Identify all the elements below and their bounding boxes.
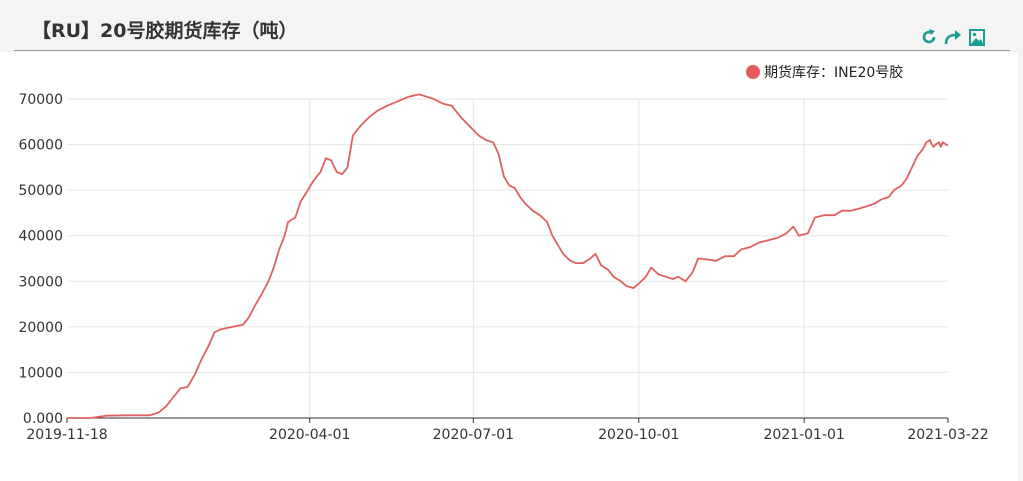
header-divider [14, 50, 1010, 51]
y-tick-label: 40000 [18, 229, 63, 245]
chart-title: 【RU】20号胶期货库存（吨） [32, 20, 298, 42]
x-tick-label: 2021-03-22 [907, 427, 988, 443]
x-tick-label: 2020-04-01 [269, 427, 350, 443]
y-tick-label: 20000 [18, 320, 63, 336]
x-tick-label: 2021-01-01 [763, 427, 844, 443]
legend-label: 期货库存：INE20号胶 [764, 64, 903, 81]
x-tick-label: 2020-07-01 [433, 427, 514, 443]
y-tick-label: 60000 [18, 138, 63, 154]
share-icon[interactable] [943, 27, 963, 47]
grid-lines [67, 98, 948, 419]
refresh-icon[interactable] [919, 27, 939, 47]
x-tick-label: 2020-10-01 [598, 427, 679, 443]
series-layer [67, 93, 949, 419]
chart-toolbox [919, 27, 989, 49]
legend[interactable]: 期货库存：INE20号胶 [746, 64, 903, 81]
axes: 0.000 10000 20000 30000 40000 50000 60000 70000… [18, 92, 988, 443]
line-chart: 0.000 10000 20000 30000 40000 50000 60000 70000… [18, 64, 988, 443]
image-download-icon[interactable] [967, 27, 987, 47]
y-tick-label: 30000 [18, 274, 63, 290]
legend-marker [746, 65, 760, 79]
x-tick-label: 2019-11-18 [26, 427, 107, 443]
chart-header: 【RU】20号胶期货库存（吨） [0, 0, 1018, 52]
y-tick-label: 50000 [18, 183, 63, 199]
series-line[interactable] [67, 93, 949, 419]
y-tick-label: 70000 [18, 92, 63, 108]
y-tick-label: 10000 [18, 365, 63, 381]
y-tick-label: 0.000 [23, 411, 63, 427]
